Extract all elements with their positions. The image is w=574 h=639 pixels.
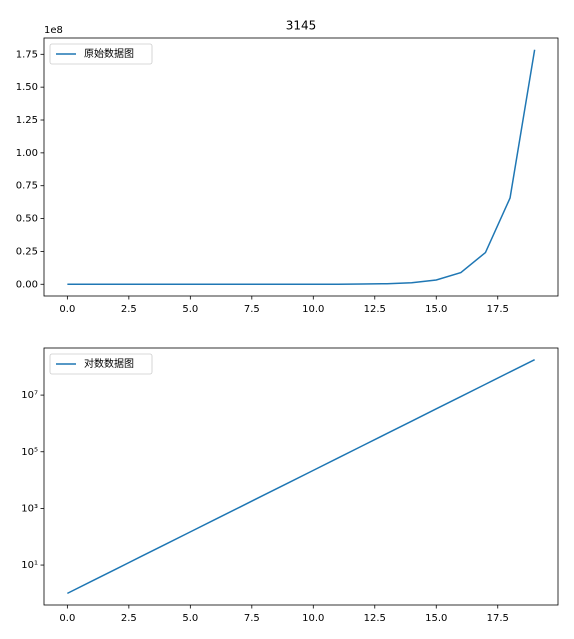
x-tick-label: 10.0 (302, 613, 324, 624)
x-tick-label: 15.0 (425, 304, 447, 315)
y-tick-label: 1.75 (16, 49, 38, 60)
y-tick-label: 1.50 (16, 82, 38, 93)
y-tick-label: 10³ (21, 503, 38, 514)
x-tick-label: 7.5 (244, 304, 260, 315)
y-tick-label: 10⁵ (21, 447, 38, 458)
y-offset-label: 1e8 (44, 25, 63, 36)
legend-box (49, 43, 153, 65)
x-tick-label: 12.5 (364, 304, 386, 315)
y-tick-label: 0.00 (16, 279, 38, 290)
x-tick-label: 0.0 (59, 304, 75, 315)
y-tick-label: 1.25 (16, 115, 38, 126)
y-tick-label: 1.00 (16, 148, 38, 159)
x-tick-label: 0.0 (59, 613, 75, 624)
x-tick-label: 2.5 (121, 304, 137, 315)
data-line (67, 49, 536, 286)
x-tick-label: 17.5 (487, 613, 509, 624)
x-tick-label: 17.5 (487, 304, 509, 315)
x-tick-label: 5.0 (182, 304, 198, 315)
x-tick-label: 5.0 (182, 613, 198, 624)
data-line (67, 358, 535, 595)
y-tick-label: 10¹ (21, 560, 38, 571)
x-tick-label: 2.5 (121, 613, 137, 624)
x-tick-label: 10.0 (302, 304, 324, 315)
plot-area (43, 37, 559, 297)
y-tick-label: 0.75 (16, 181, 38, 192)
x-tick-label: 15.0 (425, 613, 447, 624)
y-tick-label: 0.50 (16, 214, 38, 225)
legend-box (49, 353, 153, 375)
legend-label: 对数数据图 (84, 357, 134, 370)
y-tick-label: 0.25 (16, 246, 38, 257)
chart-title: 3145 (286, 19, 317, 33)
y-tick-label: 10⁷ (21, 390, 38, 401)
legend-label: 原始数据图 (84, 47, 134, 60)
x-tick-label: 12.5 (364, 613, 386, 624)
x-tick-label: 7.5 (244, 613, 260, 624)
